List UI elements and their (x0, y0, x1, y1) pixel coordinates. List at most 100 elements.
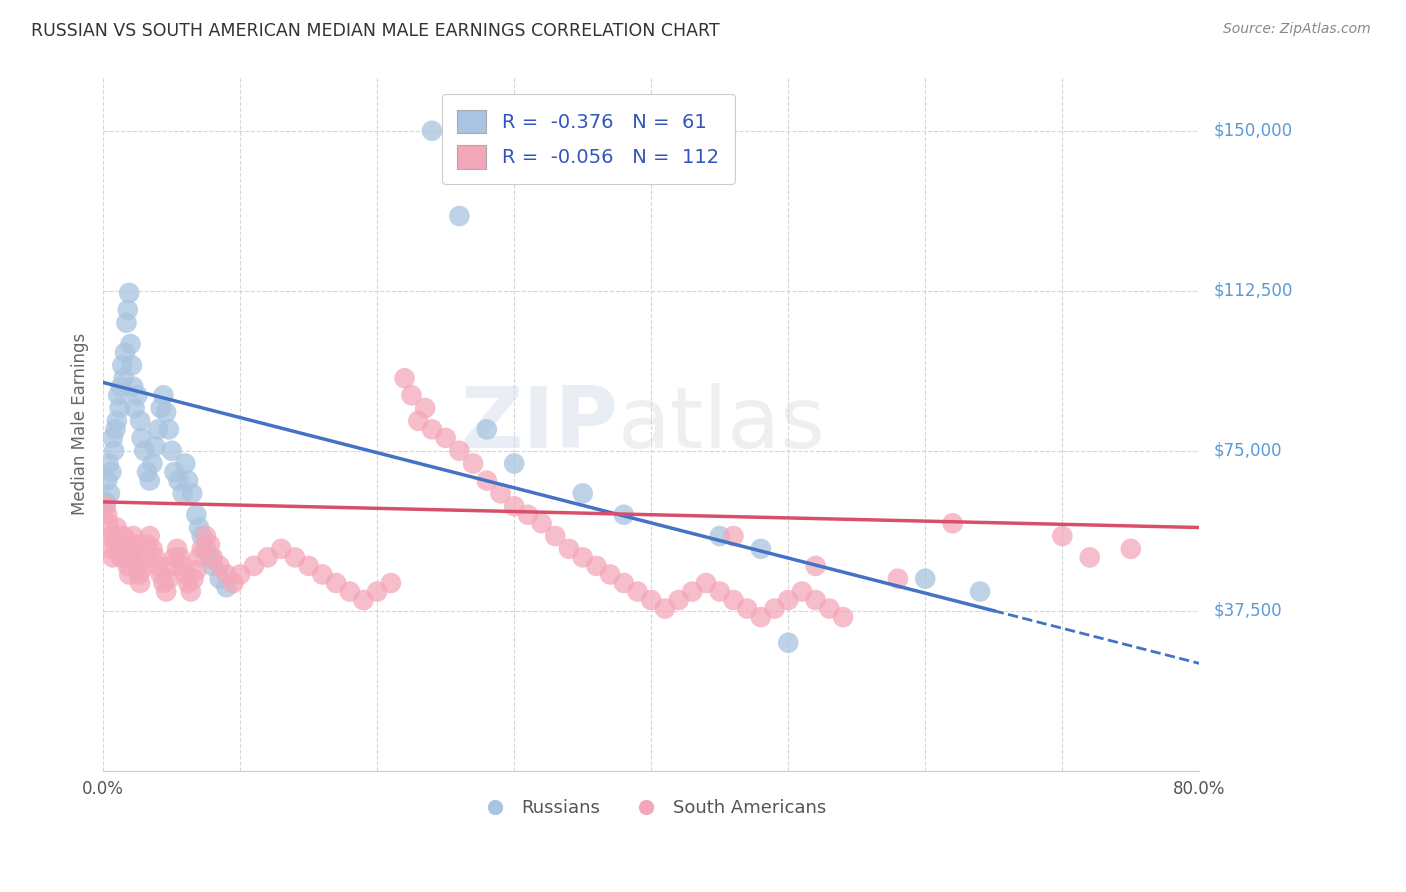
Point (152, 388, 174, 402)
Point (117, 558, 139, 573)
Point (198, 550, 221, 565)
Point (413, 401, 436, 415)
Point (489, 486, 512, 500)
Point (475, 422, 498, 436)
Point (229, 567, 252, 582)
Point (143, 550, 166, 565)
Point (969, 584, 991, 599)
Text: atlas: atlas (619, 383, 827, 466)
Point (160, 443, 183, 458)
Point (146, 558, 169, 573)
Point (709, 529, 731, 543)
Point (325, 576, 347, 591)
Point (103, 529, 125, 543)
Point (749, 541, 772, 556)
Y-axis label: Median Male Earnings: Median Male Earnings (72, 333, 89, 516)
Point (118, 567, 141, 582)
Point (166, 541, 188, 556)
Point (163, 465, 186, 479)
Text: $150,000: $150,000 (1213, 122, 1292, 140)
Point (105, 414, 128, 428)
Point (114, 541, 136, 556)
Point (160, 558, 183, 573)
Text: Source: ZipAtlas.com: Source: ZipAtlas.com (1223, 22, 1371, 37)
Point (155, 405, 177, 419)
Point (101, 431, 124, 445)
Point (763, 601, 786, 615)
Point (146, 422, 169, 436)
Point (298, 558, 321, 573)
Point (194, 529, 217, 543)
Point (654, 601, 676, 615)
Point (201, 550, 224, 565)
Point (1078, 550, 1101, 565)
Point (107, 533, 129, 548)
Point (449, 443, 471, 458)
Point (129, 414, 152, 428)
Point (111, 538, 134, 552)
Point (136, 538, 159, 552)
Point (115, 316, 138, 330)
Point (461, 457, 484, 471)
Point (887, 572, 910, 586)
Point (749, 610, 772, 624)
Point (108, 541, 131, 556)
Point (112, 371, 135, 385)
Point (191, 529, 214, 543)
Point (141, 541, 163, 556)
Point (942, 516, 965, 531)
Point (434, 431, 457, 445)
Point (127, 388, 149, 402)
Point (134, 443, 156, 458)
Point (157, 572, 180, 586)
Point (169, 550, 191, 565)
Point (94, 495, 117, 509)
Point (101, 550, 124, 565)
Point (124, 401, 146, 415)
Point (100, 465, 122, 479)
Point (110, 380, 132, 394)
Point (558, 541, 581, 556)
Point (163, 550, 186, 565)
Point (585, 558, 607, 573)
Point (571, 486, 593, 500)
Point (134, 550, 156, 565)
Point (1052, 529, 1074, 543)
Point (709, 584, 731, 599)
Point (138, 529, 160, 543)
Legend: Russians, South Americans: Russians, South Americans (470, 791, 834, 824)
Point (98, 486, 121, 500)
Point (117, 302, 139, 317)
Point (122, 529, 145, 543)
Point (790, 584, 813, 599)
Point (172, 486, 194, 500)
Point (174, 457, 197, 471)
Point (366, 584, 388, 599)
Point (103, 443, 125, 458)
Point (401, 388, 423, 402)
Point (128, 567, 150, 582)
Point (125, 550, 148, 565)
Point (183, 572, 205, 586)
Point (804, 593, 827, 607)
Point (96, 508, 118, 522)
Point (723, 593, 745, 607)
Point (96, 474, 118, 488)
Point (695, 576, 717, 591)
Point (97, 516, 120, 531)
Point (215, 580, 238, 594)
Point (115, 550, 138, 565)
Point (110, 550, 132, 565)
Point (832, 610, 855, 624)
Point (120, 337, 142, 351)
Point (626, 584, 648, 599)
Point (208, 572, 231, 586)
Text: $112,500: $112,500 (1213, 282, 1292, 300)
Point (420, 422, 443, 436)
Point (177, 576, 200, 591)
Point (107, 388, 129, 402)
Point (914, 572, 936, 586)
Point (668, 593, 690, 607)
Point (121, 359, 143, 373)
Point (243, 558, 266, 573)
